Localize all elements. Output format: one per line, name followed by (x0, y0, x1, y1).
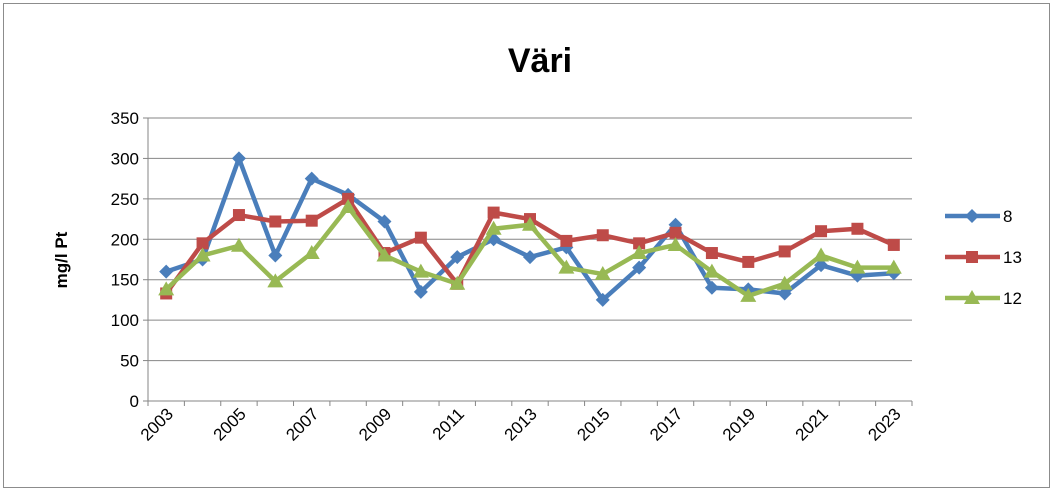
marker (632, 260, 647, 275)
marker (742, 255, 755, 268)
marker (267, 273, 284, 288)
marker (966, 251, 978, 263)
marker (304, 171, 319, 186)
marker (196, 237, 209, 250)
marker (485, 220, 502, 235)
y-tick-label: 150 (111, 271, 139, 290)
marker (887, 238, 900, 251)
y-tick-label: 100 (111, 311, 139, 330)
marker (776, 275, 793, 290)
legend-label: 8 (1003, 207, 1012, 226)
marker (450, 250, 465, 265)
marker (303, 245, 320, 260)
y-tick-label: 50 (120, 352, 139, 371)
marker (849, 259, 866, 274)
marker (232, 209, 245, 222)
legend-label: 13 (1003, 248, 1022, 267)
marker (965, 209, 979, 223)
marker (230, 237, 247, 252)
marker (340, 198, 357, 213)
marker (412, 263, 429, 278)
marker (376, 247, 393, 262)
chart-title: Väri (508, 42, 572, 80)
marker (704, 280, 719, 295)
marker (631, 245, 648, 260)
marker (594, 266, 611, 281)
marker (667, 236, 684, 251)
y-tick-label: 0 (130, 392, 139, 411)
marker (595, 292, 610, 307)
marker (596, 229, 609, 242)
marker (269, 215, 282, 228)
marker (523, 250, 537, 265)
marker (414, 231, 427, 244)
marker (669, 226, 682, 239)
marker (885, 259, 902, 274)
marker (633, 237, 646, 250)
y-tick-label: 250 (111, 190, 139, 209)
marker (813, 247, 830, 262)
marker (851, 222, 864, 235)
marker (964, 290, 980, 304)
marker (522, 216, 538, 231)
marker (413, 284, 428, 299)
marker (703, 263, 720, 278)
marker (342, 192, 355, 205)
marker (814, 258, 829, 273)
marker (449, 275, 466, 290)
marker (158, 281, 175, 296)
marker (705, 247, 718, 260)
y-tick-label: 200 (111, 230, 139, 249)
y-tick-label: 350 (111, 109, 139, 128)
chart-border (3, 3, 1050, 488)
y-tick-label: 300 (111, 149, 139, 168)
marker (558, 259, 575, 274)
marker (777, 286, 792, 301)
marker (231, 151, 246, 166)
y-axis-label: mg/l Pt (52, 231, 71, 288)
marker (560, 234, 573, 247)
marker (305, 214, 318, 227)
marker (487, 206, 500, 219)
marker (377, 214, 392, 229)
marker (740, 287, 757, 302)
marker (778, 245, 791, 258)
marker (268, 248, 283, 263)
marker (194, 247, 211, 262)
marker (159, 264, 174, 279)
marker (815, 225, 828, 238)
legend-label: 12 (1003, 289, 1022, 308)
